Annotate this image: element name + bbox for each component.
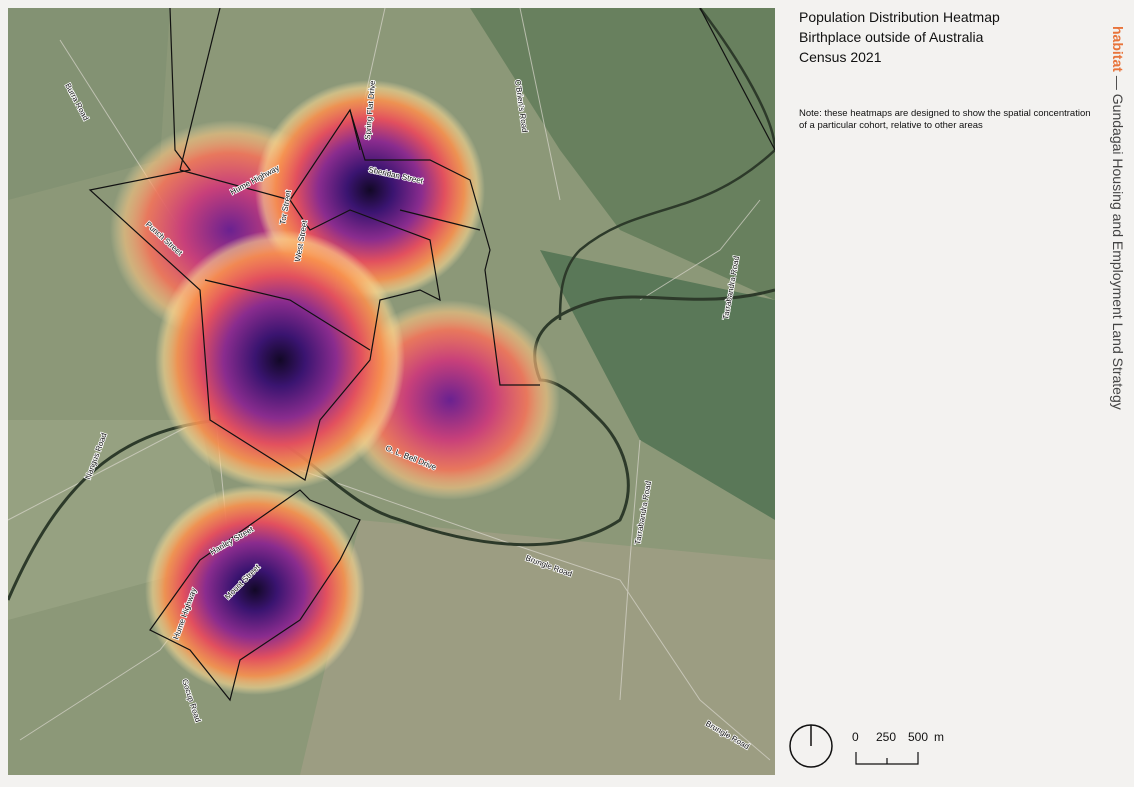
north-arrow xyxy=(789,724,833,768)
note: Note: these heatmaps are designed to sho… xyxy=(799,108,1091,131)
scale-label: m xyxy=(934,730,944,744)
note-box: Note: these heatmaps are designed to sho… xyxy=(799,108,1091,131)
title: Population Distribution Heatmap Birthpla… xyxy=(799,9,1000,65)
title-line: Population Distribution Heatmap xyxy=(799,9,1000,25)
brand-name: habitat xyxy=(1110,26,1126,72)
title-line: Census 2021 xyxy=(799,49,882,65)
scale-label: 500 xyxy=(908,730,928,744)
scale-bar: 0 250 500 m xyxy=(852,730,944,765)
map: Burra Road Hume Highway Punch Street Tor… xyxy=(8,8,775,775)
scale-label: 250 xyxy=(876,730,896,744)
scale-label: 0 xyxy=(852,730,859,744)
title-line: Birthplace outside of Australia xyxy=(799,29,984,45)
brand-subtitle: — Gundagai Housing and Employment Land S… xyxy=(1110,76,1126,410)
brand: habitat — Gundagai Housing and Employment… xyxy=(1110,26,1126,410)
